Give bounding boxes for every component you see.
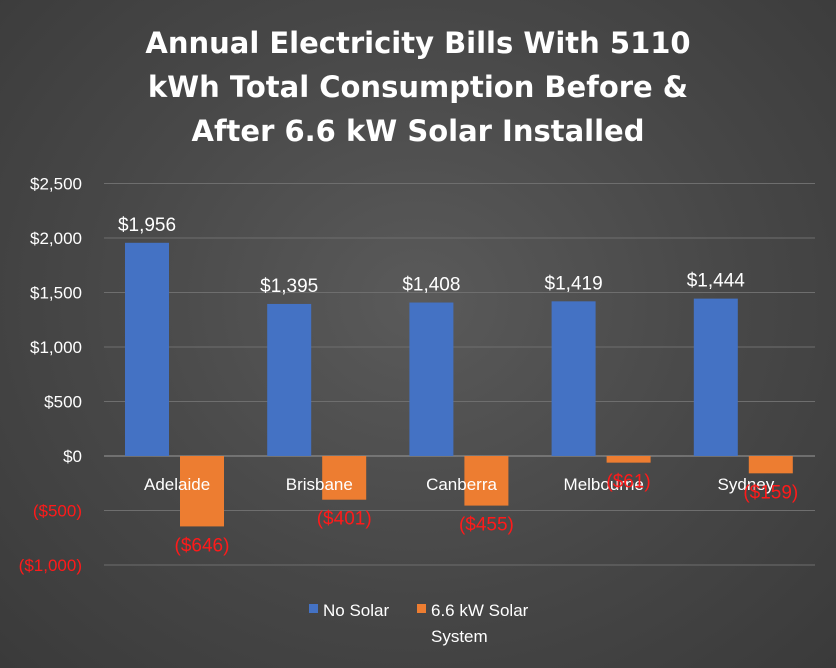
chart-title-line-3: After 6.6 kW Solar Installed [192, 114, 645, 148]
y-tick-label: ($500) [33, 502, 82, 521]
data-label-no-solar: $1,419 [545, 273, 603, 294]
data-label-no-solar: $1,408 [402, 275, 460, 296]
bar-no-solar [125, 242, 169, 456]
y-axis-tick-labels: $2,500 $2,000 $1,500 $1,000 $500 $0 ($500) ($1,… [19, 175, 82, 576]
x-category-label: Sydney [718, 475, 775, 494]
bar-solar [464, 456, 509, 506]
bar-solar [748, 456, 793, 474]
bar-no-solar [551, 301, 596, 456]
x-category-label: Canberra [426, 475, 497, 494]
y-tick-label: $1,500 [30, 284, 82, 303]
x-category-label: Melbourne [564, 475, 644, 494]
legend: No Solar 6.6 kW Solar System [309, 601, 529, 646]
data-label-no-solar: $1,956 [118, 215, 176, 236]
legend-label-no-solar: No Solar [323, 601, 389, 620]
y-tick-label: $2,000 [30, 229, 82, 248]
bar-solar [180, 456, 224, 527]
data-label-solar: ($61) [606, 472, 650, 493]
chart-title-line-2: kWh Total Consumption Before & [148, 70, 688, 104]
data-label-solar: ($646) [175, 535, 230, 556]
bar-no-solar [409, 302, 454, 456]
data-label-solar: ($455) [459, 515, 514, 536]
bars [125, 242, 793, 527]
y-tick-label: $500 [44, 393, 82, 412]
y-tick-label: $2,500 [30, 175, 82, 194]
y-tick-label: ($1,000) [19, 556, 82, 575]
bar-no-solar [267, 303, 312, 456]
legend-swatch-solar [417, 604, 426, 613]
x-axis-category-labels: Adelaide Brisbane Canberra Melbourne Sydney [144, 475, 775, 494]
x-category-label: Brisbane [286, 475, 353, 494]
bar-solar [606, 456, 651, 463]
data-label-no-solar: $1,444 [687, 271, 746, 292]
chart-title-line-1: Annual Electricity Bills With 5110 [145, 26, 690, 60]
data-label-solar: ($401) [317, 509, 372, 530]
data-labels: $1,956 ($646) $1,395 ($401) $1,408 ($455) $1,4… [118, 215, 798, 557]
y-tick-label: $1,000 [30, 338, 82, 357]
legend-label-solar-line-1: 6.6 kW Solar [431, 601, 529, 620]
legend-swatch-no-solar [309, 604, 318, 613]
legend-label-solar-line-2: System [431, 627, 488, 646]
bar-no-solar [693, 298, 738, 456]
x-category-label: Adelaide [144, 475, 210, 494]
y-tick-label: $0 [63, 447, 82, 466]
bar-solar [322, 456, 367, 500]
data-label-no-solar: $1,395 [260, 276, 318, 297]
data-label-solar: ($159) [743, 482, 798, 503]
chart-title: Annual Electricity Bills With 5110 kWh T… [145, 26, 690, 148]
